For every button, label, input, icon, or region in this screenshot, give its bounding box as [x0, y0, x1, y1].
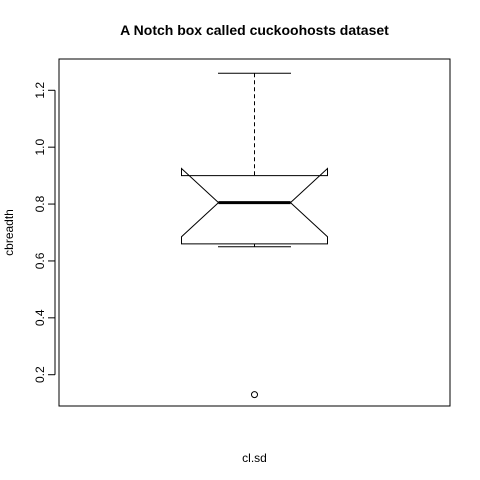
y-tick-label: 1.2	[33, 82, 47, 99]
y-tick-label: 0.4	[33, 309, 47, 326]
y-tick-label: 1.0	[33, 139, 47, 156]
y-axis-label: cbreadth	[2, 209, 16, 256]
outlier-point	[251, 391, 258, 399]
x-axis-label: cl.sd	[242, 451, 267, 465]
chart-title: A Notch box called cuckoohosts dataset	[120, 22, 389, 38]
y-tick-label: 0.8	[33, 195, 47, 212]
box-plot	[181, 72, 328, 399]
notched-box	[181, 167, 328, 245]
y-tick-label: 0.2	[33, 366, 47, 383]
y-axis: 0.2 0.4 0.6 0.8 1.0 1.2	[33, 82, 56, 383]
y-tick-label: 0.6	[33, 252, 47, 269]
plot-frame	[58, 58, 451, 407]
